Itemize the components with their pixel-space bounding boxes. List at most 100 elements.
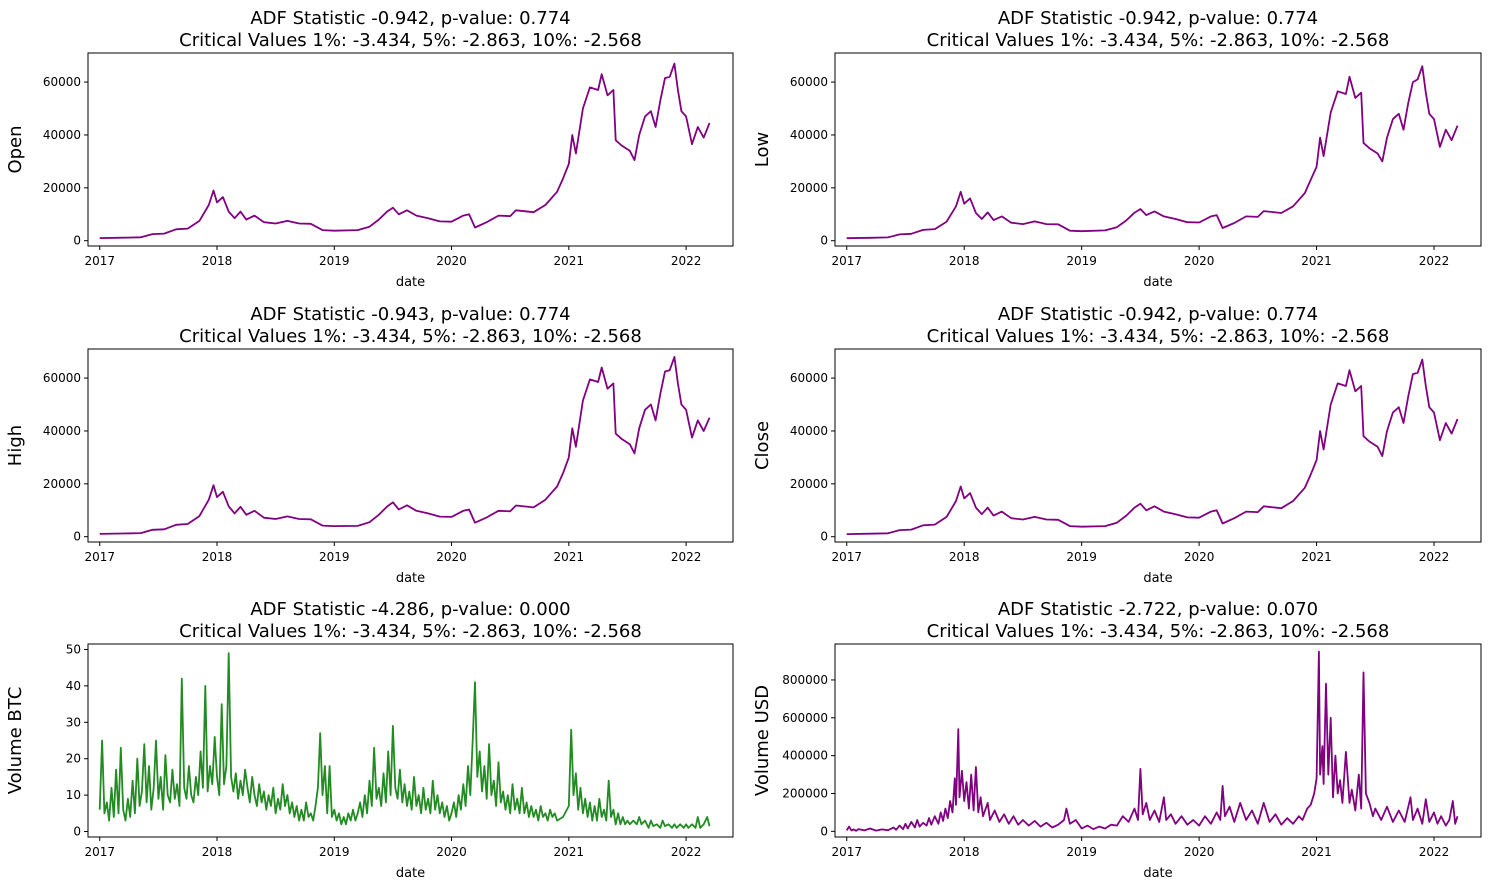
x-tick-label: 2017: [84, 845, 115, 859]
y-tick-label: 400000: [782, 749, 828, 763]
chart-title-line1: ADF Statistic -0.943, p-value: 0.774: [250, 304, 570, 325]
x-tick-label: 2022: [1419, 845, 1450, 859]
x-tick-label: 2017: [84, 254, 115, 268]
y-tick-label: 0: [820, 824, 828, 838]
chart-title-line2: Critical Values 1%: -3.434, 5%: -2.863, …: [927, 30, 1390, 51]
x-tick-label: 2017: [831, 845, 862, 859]
x-tick-label: 2018: [949, 254, 980, 268]
y-tick-label: 800000: [782, 673, 828, 687]
x-tick-label: 2022: [671, 550, 702, 564]
x-tick-label: 2021: [554, 254, 585, 268]
x-tick-label: 2017: [831, 254, 862, 268]
y-tick-label: 40: [66, 679, 81, 693]
x-tick-label: 2019: [1066, 845, 1097, 859]
y-tick-label: 60000: [790, 371, 828, 385]
chart-title-line1: ADF Statistic -0.942, p-value: 0.774: [250, 8, 570, 29]
x-tick-label: 2020: [1184, 254, 1215, 268]
y-tick-label: 60000: [43, 75, 81, 89]
x-tick-label: 2019: [1066, 254, 1097, 268]
y-tick-label: 0: [820, 234, 828, 248]
x-tick-label: 2019: [319, 254, 350, 268]
x-tick-label: 2022: [671, 254, 702, 268]
series-line-0: [846, 65, 1459, 240]
x-tick-label: 2018: [202, 254, 233, 268]
y-axis-label: High: [5, 425, 26, 466]
subplot-2: ADF Statistic -0.943, p-value: 0.774Crit…: [5, 304, 734, 586]
y-tick-label: 0: [73, 530, 81, 544]
plot-frame: [834, 52, 1482, 247]
chart-title-line1: ADF Statistic -2.722, p-value: 0.070: [998, 599, 1318, 620]
x-tick-label: 2018: [202, 845, 233, 859]
y-tick-label: 10: [66, 788, 81, 802]
x-axis-label: date: [1143, 866, 1172, 881]
y-tick-label: 20000: [43, 477, 81, 491]
x-tick-label: 2019: [1066, 550, 1097, 564]
x-axis-label: date: [396, 571, 425, 586]
plot-frame: [87, 643, 734, 838]
x-tick-label: 2020: [1184, 550, 1215, 564]
y-tick-label: 20000: [790, 181, 828, 195]
y-tick-label: 40000: [790, 424, 828, 438]
chart-title-line2: Critical Values 1%: -3.434, 5%: -2.863, …: [179, 326, 642, 347]
x-tick-label: 2021: [1301, 254, 1332, 268]
x-tick-label: 2020: [436, 254, 467, 268]
x-tick-label: 2018: [949, 550, 980, 564]
y-axis-label: Low: [752, 132, 773, 167]
subplot-5: ADF Statistic -2.722, p-value: 0.070Crit…: [752, 599, 1482, 881]
subplot-4: ADF Statistic -4.286, p-value: 0.000Crit…: [5, 599, 734, 881]
y-tick-label: 40000: [43, 424, 81, 438]
x-tick-label: 2022: [1419, 550, 1450, 564]
plot-frame: [834, 348, 1482, 543]
y-axis-label: Volume USD: [752, 685, 773, 796]
x-tick-label: 2022: [671, 845, 702, 859]
chart-title-line2: Critical Values 1%: -3.434, 5%: -2.863, …: [927, 621, 1390, 642]
y-tick-label: 40000: [43, 128, 81, 142]
series-line-0: [846, 358, 1459, 535]
y-tick-label: 20: [66, 752, 81, 766]
y-axis-label: Volume BTC: [5, 687, 26, 795]
y-tick-label: 20000: [790, 477, 828, 491]
x-tick-label: 2019: [319, 550, 350, 564]
y-tick-label: 0: [820, 530, 828, 544]
y-axis-label: Close: [752, 421, 773, 470]
x-tick-label: 2020: [436, 550, 467, 564]
x-tick-label: 2022: [1419, 254, 1450, 268]
subplot-3: ADF Statistic -0.942, p-value: 0.774Crit…: [752, 304, 1482, 586]
x-tick-label: 2021: [554, 845, 585, 859]
y-tick-label: 60000: [43, 371, 81, 385]
series-line-0: [99, 62, 711, 239]
x-tick-label: 2018: [202, 550, 233, 564]
chart-title-line1: ADF Statistic -4.286, p-value: 0.000: [250, 599, 570, 620]
series-line-0: [99, 356, 711, 535]
x-axis-label: date: [396, 275, 425, 290]
plot-frame: [87, 348, 734, 543]
y-tick-label: 200000: [782, 786, 828, 800]
y-tick-label: 0: [73, 825, 81, 839]
x-tick-label: 2017: [831, 550, 862, 564]
subplot-0: ADF Statistic -0.942, p-value: 0.774Crit…: [5, 8, 734, 290]
y-tick-label: 40000: [790, 128, 828, 142]
chart-title-line2: Critical Values 1%: -3.434, 5%: -2.863, …: [179, 30, 642, 51]
chart-title-line1: ADF Statistic -0.942, p-value: 0.774: [998, 8, 1318, 29]
x-tick-label: 2017: [84, 550, 115, 564]
y-tick-label: 600000: [782, 711, 828, 725]
series-line-0: [98, 652, 711, 829]
subplot-1: ADF Statistic -0.942, p-value: 0.774Crit…: [752, 8, 1482, 290]
chart-title-line1: ADF Statistic -0.942, p-value: 0.774: [998, 304, 1318, 325]
x-axis-label: date: [1143, 571, 1172, 586]
x-tick-label: 2020: [1184, 845, 1215, 859]
x-tick-label: 2021: [1301, 845, 1332, 859]
x-tick-label: 2019: [319, 845, 350, 859]
y-tick-label: 0: [73, 234, 81, 248]
x-tick-label: 2020: [436, 845, 467, 859]
plot-frame: [87, 52, 734, 247]
x-axis-label: date: [396, 866, 425, 881]
x-tick-label: 2021: [554, 550, 585, 564]
chart-title-line2: Critical Values 1%: -3.434, 5%: -2.863, …: [927, 326, 1390, 347]
y-tick-label: 30: [66, 715, 81, 729]
plot-frame: [834, 643, 1482, 838]
x-tick-label: 2018: [949, 845, 980, 859]
y-tick-label: 50: [66, 642, 81, 656]
chart-title-line2: Critical Values 1%: -3.434, 5%: -2.863, …: [179, 621, 642, 642]
